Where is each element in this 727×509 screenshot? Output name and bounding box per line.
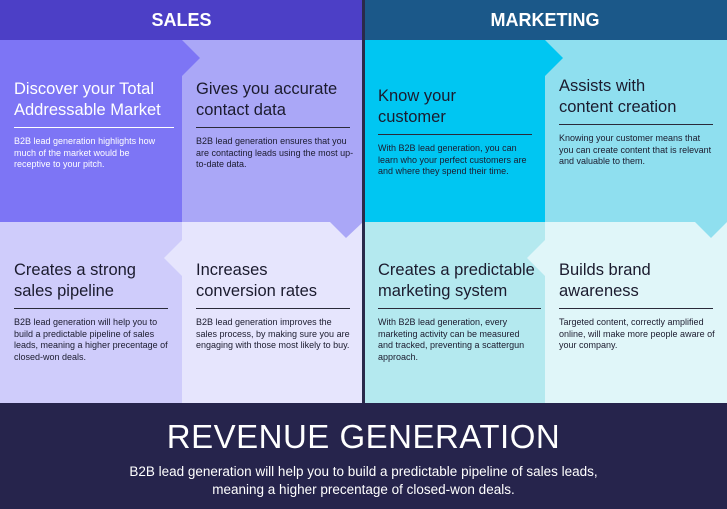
- sales-header-bg: [0, 0, 363, 40]
- footer-text: B2B lead generation will help you to bui…: [0, 463, 727, 499]
- divider: [362, 0, 365, 403]
- cell-text: B2B lead generation ensures that you are…: [196, 136, 354, 169]
- cell-title: Creates a strong sales pipeline: [14, 260, 168, 309]
- cell-bg: [182, 222, 363, 403]
- cell-title-text: Creates a predictable marketing system: [378, 261, 535, 300]
- cell-bg: [545, 222, 727, 403]
- info-cell: Creates a predictable marketing system Wi…: [378, 260, 541, 363]
- info-cell: Assists with content creation Knowing you…: [559, 76, 713, 168]
- cell-arrow: [365, 40, 563, 222]
- info-cell: Creates a strong sales pipeline B2B lead …: [14, 260, 168, 363]
- cell-title: Creates a predictable marketing system: [378, 260, 541, 309]
- sales-header: SALES: [151, 10, 212, 30]
- cell-text: B2B lead generation improves the sales p…: [196, 317, 350, 350]
- cell-text: With B2B lead generation, every marketin…: [378, 317, 525, 362]
- cell-title-text: Builds brand awareness: [559, 261, 651, 300]
- marketing-header-bg: [363, 0, 727, 40]
- cell-bg: [0, 222, 182, 403]
- info-cell: Know your customer With B2B lead generati…: [378, 86, 532, 178]
- cell-title: Know your customer: [378, 86, 532, 135]
- cell-title-text: Gives you accurate contact data: [196, 80, 338, 119]
- cell-bg: [545, 40, 727, 222]
- cell-bg: [365, 222, 545, 403]
- cell-title: Gives you accurate contact data: [196, 79, 350, 128]
- cell-arrow: [527, 222, 545, 276]
- cell-title-text: Discover your Total Addressable Market: [14, 80, 161, 119]
- cell-text: With B2B lead generation, you can learn …: [378, 143, 527, 176]
- info-cell: Increases conversion rates B2B lead gener…: [196, 260, 350, 352]
- cell-title: Discover your Total Addressable Market: [14, 79, 174, 128]
- cell-title: Builds brand awareness: [559, 260, 713, 309]
- footer-text-body: B2B lead generation will help you to bui…: [129, 464, 598, 497]
- cell-arrow: [330, 222, 363, 238]
- cell-arrow: [0, 40, 200, 222]
- cell-title-text: Creates a strong sales pipeline: [14, 261, 136, 300]
- cell-title: Increases conversion rates: [196, 260, 350, 309]
- info-cell: Builds brand awareness Targeted content, …: [559, 260, 715, 352]
- cell-text: Targeted content, correctly amplified on…: [559, 317, 715, 350]
- info-cell: Gives you accurate contact data B2B lead …: [196, 79, 353, 171]
- cell-arrow: [695, 222, 727, 238]
- cell-title-text: Increases conversion rates: [196, 261, 318, 300]
- marketing-header: MARKETING: [490, 10, 600, 30]
- footer-title: REVENUE GENERATION: [166, 418, 561, 455]
- cell-bg: [182, 40, 363, 222]
- cell-text: B2B lead generation highlights how much …: [14, 136, 156, 169]
- cell-title-text: Assists with content creation: [559, 77, 677, 116]
- cell-arrow: [164, 222, 182, 276]
- cell-text: Knowing your customer means that you can…: [559, 133, 712, 166]
- cell-title-text: Know your customer: [378, 87, 456, 126]
- cell-title: Assists with content creation: [559, 76, 713, 125]
- info-cell: Discover your Total Addressable Market B2…: [14, 79, 174, 171]
- footer-bg: [0, 403, 727, 509]
- cell-text: B2B lead generation will help you to bui…: [14, 317, 168, 362]
